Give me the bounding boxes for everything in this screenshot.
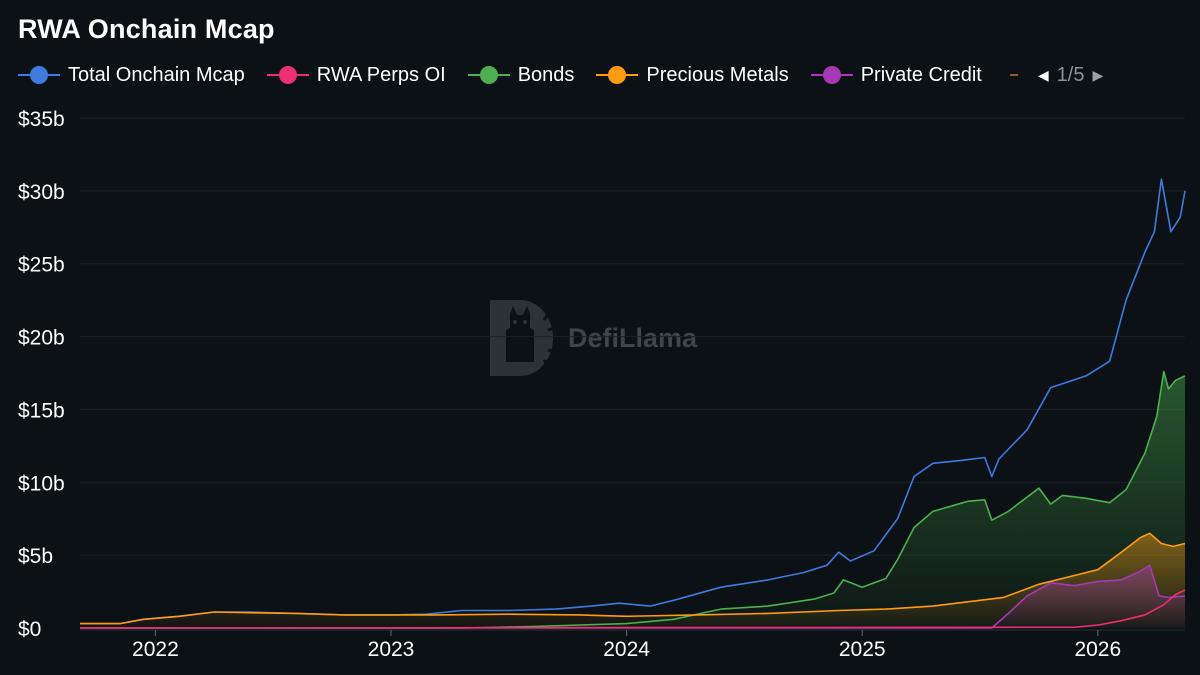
- legend-label: Precious Metals: [646, 63, 789, 86]
- legend-marker-icon: [1004, 65, 1018, 85]
- legend-marker-icon: [266, 65, 309, 85]
- x-tick-label: 2026: [1074, 638, 1121, 661]
- legend-marker-icon: [18, 65, 60, 85]
- series-line-rwa-perps-oi: [79, 589, 1186, 629]
- y-tick-label: $20b: [18, 327, 65, 350]
- pager-prev-icon[interactable]: ◀: [1037, 66, 1049, 83]
- series-line-precious-metals: [80, 532, 1186, 625]
- series-area-private-credit: [80, 565, 1185, 628]
- legend-label: Bonds: [517, 63, 575, 86]
- series-areas: [80, 371, 1185, 628]
- y-tick-label: $5b: [18, 545, 53, 568]
- watermark-text: DefiLlama: [568, 322, 698, 353]
- chart-title: RWA Onchain Mcap: [18, 14, 275, 44]
- y-tick-label: $25b: [18, 254, 65, 277]
- y-tick-label: $15b: [18, 399, 65, 422]
- x-tick-label: 2025: [839, 638, 886, 661]
- legend-item-total-onchain-mcap[interactable]: Total Onchain Mcap: [18, 64, 245, 87]
- legend-label: Total Onchain Mcap: [68, 63, 245, 86]
- y-tick-label: $10b: [18, 472, 65, 495]
- legend-marker-icon: [596, 65, 639, 85]
- y-tick-label: $0: [18, 618, 41, 641]
- legend-pager: ◀ 1/5 ▶: [1030, 64, 1111, 87]
- x-tick-label: 2023: [368, 638, 415, 661]
- llama-logo-icon: [490, 300, 555, 376]
- y-tick-label: $35b: [18, 108, 65, 131]
- chart-legend: Total Onchain Mcap RWA Perps OI Bonds Pr…: [18, 60, 1198, 90]
- watermark: DefiLlama: [490, 300, 730, 376]
- series-line-private-credit: [80, 564, 1186, 629]
- pager-page-indicator: 1/5: [1056, 63, 1085, 86]
- series-lines: [79, 178, 1186, 629]
- legend-marker-icon: [810, 65, 853, 85]
- grid: [80, 117, 1185, 556]
- legend-marker-icon: [467, 65, 510, 85]
- legend-label: RWA Perps OI: [316, 63, 446, 86]
- legend-label: Private Credit: [860, 63, 982, 86]
- legend-item-bonds[interactable]: Bonds: [467, 63, 575, 87]
- y-tick-label: $30b: [18, 181, 65, 204]
- x-tick-label: 2022: [132, 638, 179, 661]
- pager-next-icon[interactable]: ▶: [1092, 66, 1104, 83]
- series-line-bonds: [80, 370, 1186, 629]
- legend-item-rwa-perps-oi[interactable]: RWA Perps OI: [266, 63, 446, 87]
- legend-item-private-credit[interactable]: Private Credit: [810, 63, 982, 87]
- legend-item-truncated[interactable]: [1004, 65, 1018, 85]
- axes: $0 $5b $10b $15b $20b $25b $30b $35b 2022 2023 202…: [18, 108, 1185, 661]
- x-tick-label: 2024: [603, 638, 650, 661]
- series-area-bonds: [80, 371, 1185, 628]
- legend-item-precious-metals[interactable]: Precious Metals: [596, 63, 789, 87]
